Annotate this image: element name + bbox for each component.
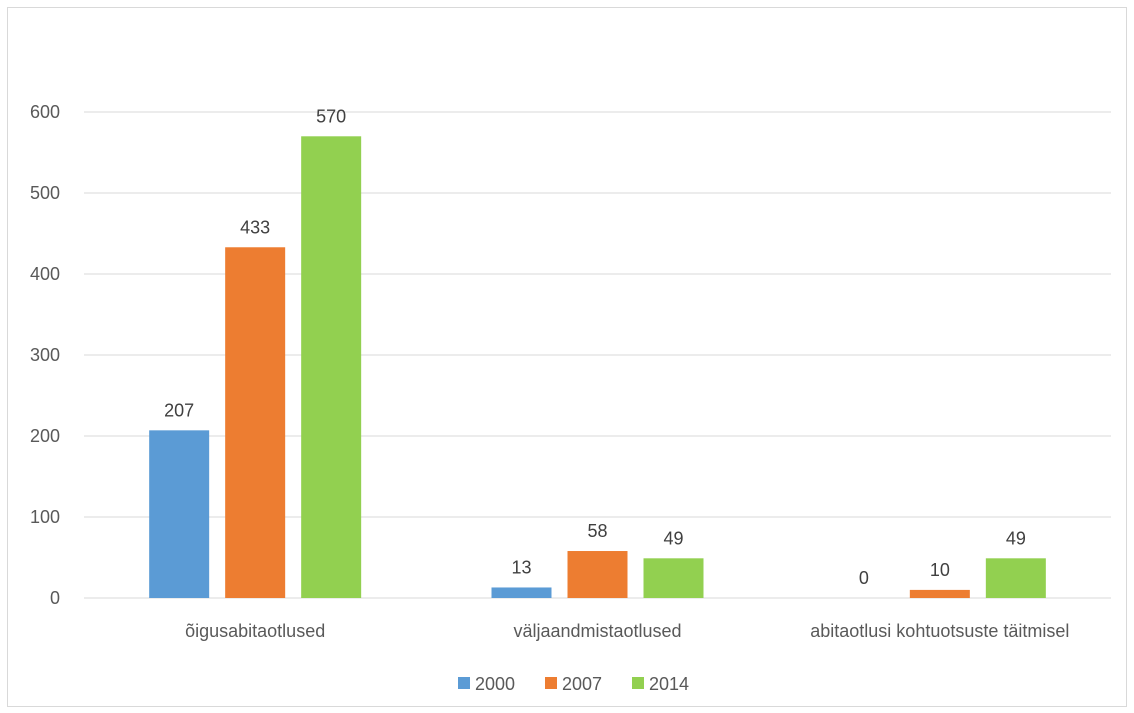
bar-2000-0: [149, 430, 210, 598]
data-label: 49: [663, 528, 683, 548]
y-tick-label: 400: [30, 264, 60, 284]
y-axis-ticks: 0 100 200 300 400 500 600: [30, 102, 60, 608]
y-tick-label: 0: [50, 588, 60, 608]
y-tick-label: 500: [30, 183, 60, 203]
y-tick-label: 600: [30, 102, 60, 122]
x-axis-categories: õigusabitaotlused väljaandmistaotlused abi…: [185, 621, 1069, 641]
category-label: õigusabitaotlused: [185, 621, 325, 641]
bar-2007-1: [567, 551, 628, 598]
y-tick-label: 200: [30, 426, 60, 446]
bar-2000-1: [491, 587, 552, 598]
data-label: 433: [240, 217, 270, 237]
bar-2014-2: [985, 558, 1046, 598]
legend-label: 2000: [475, 674, 515, 694]
data-label: 13: [511, 557, 531, 577]
data-label: 570: [316, 106, 346, 126]
bar-2014-1: [643, 558, 704, 598]
y-tick-label: 300: [30, 345, 60, 365]
legend-swatch: [458, 677, 470, 689]
category-label: abitaotlusi kohtuotsuste täitmisel: [810, 621, 1069, 641]
legend-label: 2014: [649, 674, 689, 694]
data-label: 10: [930, 560, 950, 580]
data-label: 207: [164, 400, 194, 420]
category-label: väljaandmistaotlused: [513, 621, 681, 641]
legend-swatch: [632, 677, 644, 689]
y-tick-label: 100: [30, 507, 60, 527]
bar-2014-0: [301, 136, 362, 599]
bars: [149, 136, 1046, 599]
legend-swatch: [545, 677, 557, 689]
data-label: 49: [1006, 528, 1026, 548]
bar-2007-2: [909, 589, 970, 598]
data-labels: 207 433 570 13 58 49 0 10 49: [164, 106, 1026, 588]
legend-label: 2007: [562, 674, 602, 694]
bar-2007-0: [225, 247, 286, 598]
data-label: 0: [859, 568, 869, 588]
legend: 2000 2007 2014: [458, 674, 689, 694]
data-label: 58: [587, 521, 607, 541]
